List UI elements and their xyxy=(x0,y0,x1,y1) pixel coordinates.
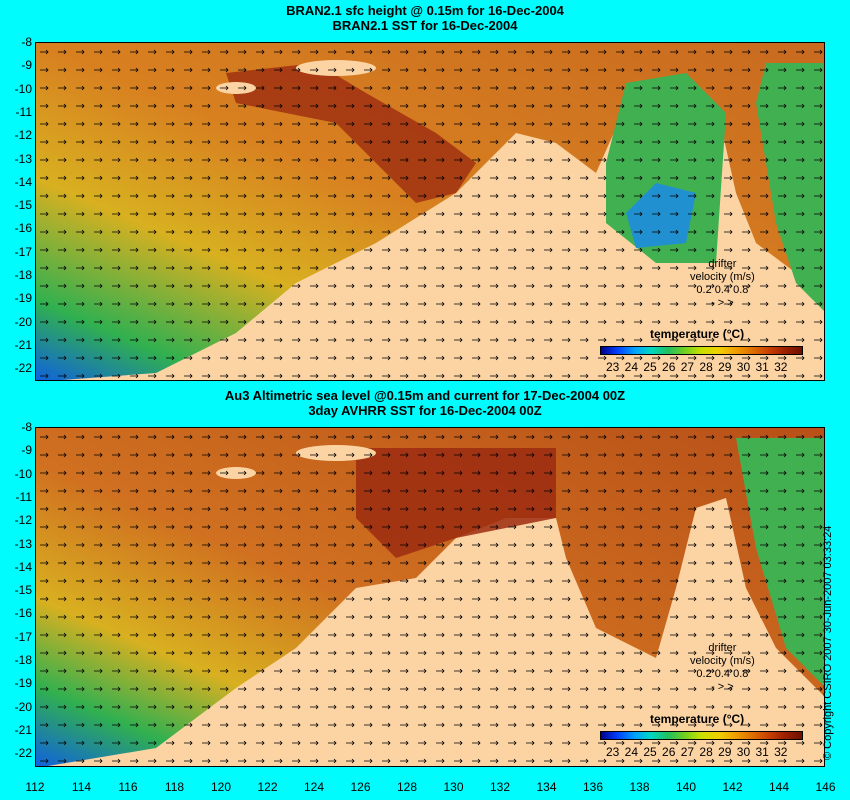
x-tick-label: 136 xyxy=(582,780,604,794)
y-tick-label: -17 xyxy=(14,244,32,259)
y-tick-label: -18 xyxy=(14,653,32,667)
x-tick-label: 124 xyxy=(303,780,325,794)
y-tick-label: -22 xyxy=(14,361,32,376)
top-colorbar-ticks: 23 24 25 26 27 28 29 30 31 32 xyxy=(606,360,788,374)
bottom-colorbar-title: temperature (°C) xyxy=(650,712,745,726)
top-colorbar-title: temperature (°C) xyxy=(650,327,745,341)
x-tick-label: 142 xyxy=(722,780,743,794)
x-tick-label: 144 xyxy=(768,780,790,794)
x-tick-label: 126 xyxy=(350,780,371,794)
bottom-sst-map xyxy=(36,428,824,766)
y-tick-label: -19 xyxy=(14,291,32,306)
x-tick-label: 146 xyxy=(815,780,836,794)
y-tick-label: -8 xyxy=(21,420,32,434)
y-tick-label: -10 xyxy=(14,466,32,481)
x-tick-label: 140 xyxy=(675,780,697,794)
bottom-current-arrows xyxy=(36,428,824,766)
bottom-drifter-legend: drifter velocity (m/s) 0.2 0.4 0.8- > > xyxy=(690,642,755,693)
top-sst-map xyxy=(36,43,824,380)
top-colorbar xyxy=(600,346,803,355)
y-tick-label: -9 xyxy=(21,443,32,458)
x-tick-label: 128 xyxy=(396,780,418,794)
x-tick-label: 138 xyxy=(629,780,650,794)
y-tick-label: -10 xyxy=(14,81,32,96)
x-tick-label: 114 xyxy=(71,780,92,794)
top-current-arrows xyxy=(36,43,824,380)
y-tick-label: -16 xyxy=(14,221,32,236)
y-tick-label: -12 xyxy=(14,513,32,528)
y-tick-label: -16 xyxy=(14,606,32,621)
y-tick-label: -13 xyxy=(14,151,32,166)
y-tick-label: -8 xyxy=(21,35,32,49)
x-tick-label: 112 xyxy=(25,780,45,794)
bottom-title-1: Au3 Altimetric sea level @0.15m and curr… xyxy=(224,388,626,403)
y-tick-label: -9 xyxy=(21,58,32,73)
y-tick-label: -11 xyxy=(15,104,32,119)
x-tick-label: 116 xyxy=(118,780,138,794)
y-tick-label: -13 xyxy=(14,536,32,551)
y-tick-label: -20 xyxy=(14,699,32,714)
y-tick-label: -20 xyxy=(14,314,32,329)
y-tick-label: -14 xyxy=(14,174,32,189)
x-tick-label: 118 xyxy=(164,780,185,794)
y-tick-label: -21 xyxy=(14,722,32,737)
x-tick-label: 120 xyxy=(210,780,232,794)
x-tick-label: 130 xyxy=(443,780,464,794)
top-title-1: BRAN2.1 sfc height @ 0.15m for 16-Dec-20… xyxy=(286,3,564,18)
top-map-panel xyxy=(35,42,825,381)
y-tick-label: -15 xyxy=(14,198,32,213)
x-tick-label: 122 xyxy=(257,780,278,794)
bottom-colorbar xyxy=(600,731,803,740)
bottom-colorbar-ticks: 23 24 25 26 27 28 29 30 31 32 xyxy=(606,745,788,759)
copyright-text: © Copyright CSIRO 2007 30-Jun-2007 03:33… xyxy=(822,525,834,760)
top-title-2: BRAN2.1 SST for 16-Dec-2004 xyxy=(332,18,518,33)
y-tick-label: -12 xyxy=(14,128,32,143)
y-tick-label: -22 xyxy=(14,746,32,761)
y-tick-label: -19 xyxy=(14,676,32,691)
y-tick-label: -18 xyxy=(14,268,32,282)
bottom-title-2: 3day AVHRR SST for 16-Dec-2004 00Z xyxy=(308,403,542,418)
bottom-map-panel xyxy=(35,427,825,767)
y-tick-label: -17 xyxy=(14,629,32,644)
y-tick-label: -21 xyxy=(14,337,32,352)
y-tick-label: -15 xyxy=(14,583,32,598)
x-tick-label: 134 xyxy=(536,780,557,794)
x-tick-label: 132 xyxy=(489,780,511,794)
top-drifter-legend: drifter velocity (m/s) 0.2 0.4 0.8- > > xyxy=(690,258,755,309)
y-tick-label: -11 xyxy=(15,489,32,504)
y-tick-label: -14 xyxy=(14,559,32,574)
